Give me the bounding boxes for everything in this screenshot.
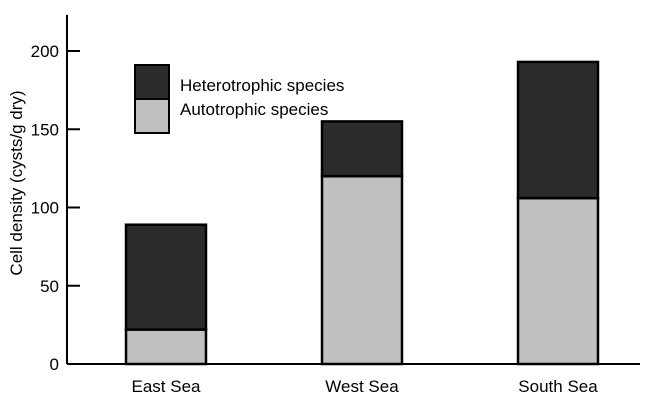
legend: Heterotrophic species Autotrophic species [134,64,344,134]
bar-segment [124,223,208,331]
legend-label: Autotrophic species [180,100,328,119]
y-tick-label: 200 [31,42,59,61]
y-tick-label: 100 [31,199,59,218]
bars [124,60,600,366]
x-tick-label: East Sea [132,377,202,396]
bar-segment [516,60,600,200]
legend-swatch [134,64,170,100]
y-tick-label: 150 [31,120,59,139]
bar-segment [320,174,404,366]
x-tick-label: South Sea [518,377,598,396]
y-tick-label: 0 [50,355,59,374]
x-tick-label: West Sea [325,377,399,396]
legend-swatch [134,98,170,134]
bar-segment [124,328,208,366]
bar-segment [516,196,600,366]
y-axis-title: Cell density (cysts/g dry) [7,90,26,275]
axes: 0 50 100 150 200 East Sea West Sea South Sea [31,14,640,396]
legend-label: Heterotrophic species [180,76,344,95]
y-tick-label: 50 [40,277,59,296]
bar-segment [320,120,404,178]
